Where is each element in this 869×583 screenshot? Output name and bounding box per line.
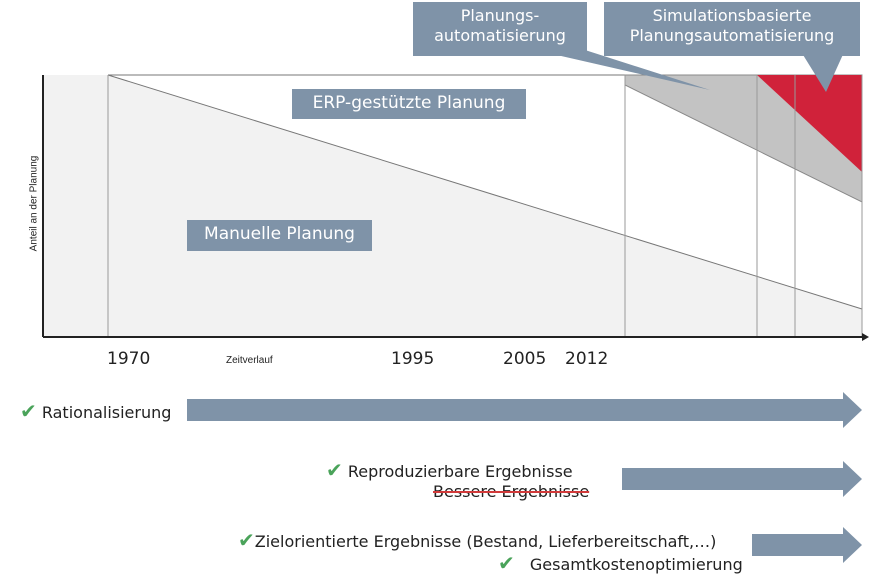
planning-automation-line2: automatisierung: [434, 26, 566, 45]
simulation-callout-pointer: [800, 50, 845, 92]
planning-automation-line1: Planungs-: [460, 6, 540, 25]
manual-planning-box: Manuelle Planung: [187, 220, 372, 251]
planning-automation-box: Planungs- automatisierung: [413, 2, 587, 56]
zielorientiert-label: Zielorientierte Ergebnisse (Bestand, Lie…: [254, 532, 717, 551]
tick-1995: 1995: [391, 349, 435, 369]
erp-planning-box: ERP-gestützte Planung: [292, 89, 526, 119]
tick-2005: 2005: [503, 349, 547, 369]
gesamtkosten-label: Gesamtkostenoptimierung: [529, 555, 743, 574]
tick-1970: 1970: [107, 349, 151, 369]
simulation-area: [757, 75, 862, 172]
gesamtkosten-arrow: [752, 527, 862, 563]
rationalisierung-arrow: [187, 392, 862, 428]
reproduzierbar-item: ✔ Reproduzierbare Ergebnisse: [326, 458, 573, 482]
rationalisierung-item: ✔ Rationalisierung: [20, 399, 171, 423]
simulation-automation-line1: Simulationsbasierte: [652, 6, 812, 25]
check-icon: ✔: [20, 399, 37, 423]
zielorientiert-item: ✔Zielorientierte Ergebnisse (Bestand, Li…: [238, 528, 716, 552]
manual-planning-area: [43, 75, 862, 337]
bessere-ergebnisse-label: Bessere Ergebnisse: [433, 482, 590, 501]
simulation-automation-line2: Planungsautomatisierung: [629, 26, 835, 45]
rationalisierung-label: Rationalisierung: [41, 403, 172, 422]
check-icon: ✔: [498, 551, 515, 575]
x-axis-label: Zeitverlauf: [226, 355, 273, 366]
gesamtkosten-item: ✔ Gesamtkostenoptimierung: [498, 551, 743, 575]
y-axis-label: Anteil an der Planung: [28, 155, 40, 252]
automation-callout-pointer: [535, 50, 710, 90]
x-axis-arrowhead: [862, 333, 869, 341]
tick-2012: 2012: [565, 349, 609, 369]
reproduzierbar-label: Reproduzierbare Ergebnisse: [347, 462, 573, 481]
ergebnisse-arrow: [622, 461, 862, 497]
check-icon: ✔: [238, 528, 255, 552]
simulation-automation-box: Simulationsbasierte Planungsautomatisier…: [604, 2, 860, 56]
manual-erp-boundary: [107, 74, 863, 310]
check-icon: ✔: [326, 458, 343, 482]
